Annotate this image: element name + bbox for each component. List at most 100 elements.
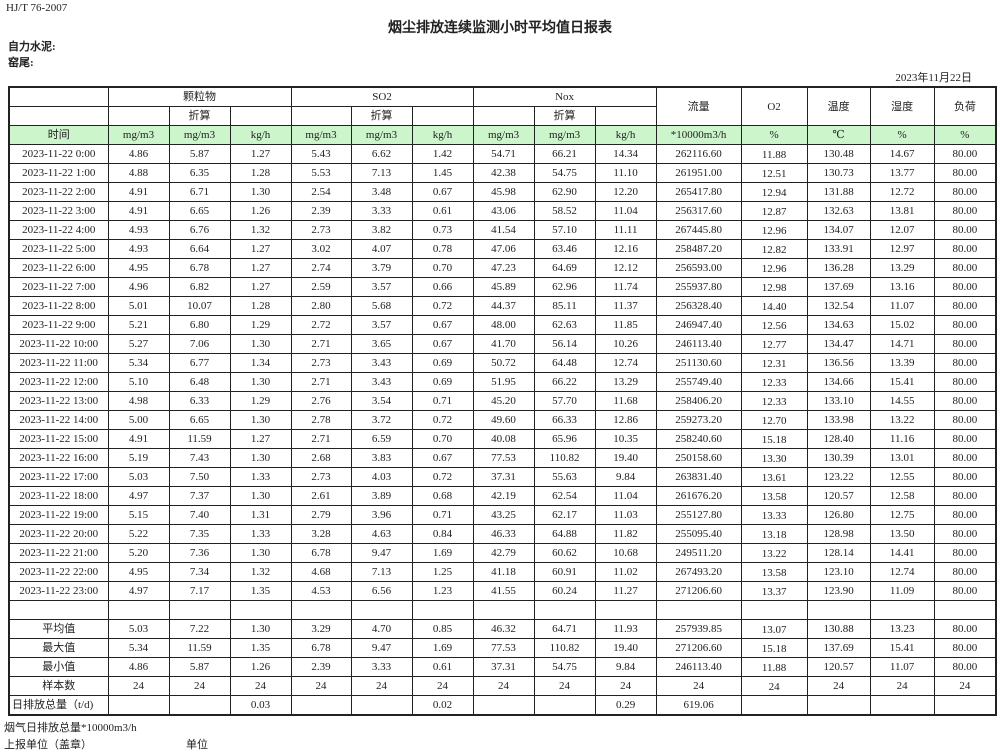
value-cell: 60.91 bbox=[533, 562, 596, 582]
value-cell: 80.00 bbox=[933, 201, 997, 221]
unit-cell: mg/m3 bbox=[472, 125, 535, 145]
value-cell: 80.00 bbox=[933, 657, 997, 677]
table-row: 2023-11-22 17:00 5.03 7.50 1.33 2.73 4.03 0.72… bbox=[8, 467, 997, 487]
header-blank bbox=[8, 106, 109, 126]
value-cell: 1.26 bbox=[229, 657, 292, 677]
value-cell: 3.82 bbox=[350, 220, 413, 240]
value-cell: 1.27 bbox=[229, 239, 292, 259]
summary-label: 最小值 bbox=[8, 657, 109, 677]
value-cell: 2.71 bbox=[290, 372, 352, 392]
value-cell bbox=[806, 695, 871, 716]
value-cell: 255937.80 bbox=[655, 277, 742, 297]
value-cell: 4.97 bbox=[107, 486, 170, 506]
value-cell: 619.06 bbox=[655, 695, 742, 716]
value-cell: 10.68 bbox=[594, 543, 657, 563]
value-cell: 56.14 bbox=[533, 334, 596, 354]
value-cell: 6.78 bbox=[290, 543, 352, 563]
value-cell: 63.46 bbox=[533, 239, 596, 259]
header-humidity: 湿度 bbox=[869, 86, 935, 126]
value-cell: 12.74 bbox=[869, 562, 935, 582]
report-table: 颗粒物 SO2 Nox 流量 O2 温度 湿度 负荷 折算 折算 折算 时间 m… bbox=[8, 86, 998, 716]
header-row-units: 时间 mg/m3 mg/m3 kg/h mg/m3 mg/m3 kg/h mg/m3 mg/m… bbox=[8, 125, 997, 145]
empty-cell bbox=[869, 600, 935, 620]
value-cell: 4.88 bbox=[107, 163, 170, 183]
time-cell: 2023-11-22 18:00 bbox=[8, 486, 109, 506]
empty-cell bbox=[472, 600, 535, 620]
value-cell: 24 bbox=[869, 676, 935, 696]
value-cell: 5.10 bbox=[107, 372, 170, 392]
value-cell: 80.00 bbox=[933, 429, 997, 449]
value-cell bbox=[740, 695, 808, 716]
value-cell: 263831.40 bbox=[655, 467, 742, 487]
unit-cell: kg/h bbox=[594, 125, 657, 145]
value-cell: 13.16 bbox=[869, 277, 935, 297]
value-cell: 6.82 bbox=[168, 277, 231, 297]
value-cell: 41.70 bbox=[472, 334, 535, 354]
value-cell: 7.06 bbox=[168, 334, 231, 354]
value-cell: 80.00 bbox=[933, 524, 997, 544]
value-cell: 4.95 bbox=[107, 562, 170, 582]
value-cell: 1.30 bbox=[229, 372, 292, 392]
value-cell: 267445.80 bbox=[655, 220, 742, 240]
value-cell: 4.03 bbox=[350, 467, 413, 487]
value-cell: 15.18 bbox=[740, 638, 808, 658]
value-cell: 12.74 bbox=[594, 353, 657, 373]
value-cell: 12.98 bbox=[740, 277, 808, 297]
value-cell: 5.53 bbox=[290, 163, 352, 183]
value-cell: 15.18 bbox=[740, 429, 808, 449]
time-cell: 2023-11-22 15:00 bbox=[8, 429, 109, 449]
value-cell: 128.40 bbox=[806, 429, 871, 449]
value-cell: 13.07 bbox=[740, 619, 808, 639]
empty-cell bbox=[533, 600, 596, 620]
value-cell: 12.07 bbox=[869, 220, 935, 240]
value-cell: 3.54 bbox=[350, 391, 413, 411]
value-cell: 3.48 bbox=[350, 182, 413, 202]
value-cell: 2.73 bbox=[290, 220, 352, 240]
value-cell: 3.79 bbox=[350, 258, 413, 278]
value-cell: 10.07 bbox=[168, 296, 231, 316]
table-row: 2023-11-22 13:00 4.98 6.33 1.29 2.76 3.54 0.71… bbox=[8, 391, 997, 411]
value-cell: 4.68 bbox=[290, 562, 352, 582]
value-cell: 65.96 bbox=[533, 429, 596, 449]
value-cell: 64.69 bbox=[533, 258, 596, 278]
value-cell: 60.24 bbox=[533, 581, 596, 601]
value-cell: 12.33 bbox=[740, 391, 808, 411]
unit-cell: kg/h bbox=[229, 125, 292, 145]
value-cell: 24 bbox=[533, 676, 596, 696]
summary-row: 最大值 5.34 11.59 1.35 6.78 9.47 1.69 77.53 110.82 1… bbox=[8, 638, 997, 658]
value-cell: 0.68 bbox=[411, 486, 474, 506]
value-cell: 128.14 bbox=[806, 543, 871, 563]
empty-cell bbox=[411, 600, 474, 620]
value-cell: 13.22 bbox=[740, 543, 808, 563]
header-so2-converted: 折算 bbox=[350, 106, 413, 126]
value-cell: 7.36 bbox=[168, 543, 231, 563]
value-cell: 45.98 bbox=[472, 182, 535, 202]
report-date: 2023年11月22日 bbox=[895, 72, 972, 84]
value-cell: 4.63 bbox=[350, 524, 413, 544]
unit-cell: mg/m3 bbox=[533, 125, 596, 145]
value-cell: 5.87 bbox=[168, 144, 231, 164]
value-cell: 2.73 bbox=[290, 467, 352, 487]
value-cell: 3.43 bbox=[350, 353, 413, 373]
value-cell: 6.78 bbox=[168, 258, 231, 278]
value-cell: 6.59 bbox=[350, 429, 413, 449]
value-cell: 14.41 bbox=[869, 543, 935, 563]
value-cell: 0.03 bbox=[229, 695, 292, 716]
value-cell: 3.43 bbox=[350, 372, 413, 392]
value-cell: 246113.40 bbox=[655, 657, 742, 677]
value-cell: 11.82 bbox=[594, 524, 657, 544]
value-cell: 258406.20 bbox=[655, 391, 742, 411]
value-cell: 80.00 bbox=[933, 277, 997, 297]
summary-label: 样本数 bbox=[8, 676, 109, 696]
value-cell: 62.54 bbox=[533, 486, 596, 506]
value-cell: 80.00 bbox=[933, 353, 997, 373]
value-cell: 134.07 bbox=[806, 220, 871, 240]
value-cell: 5.01 bbox=[107, 296, 170, 316]
header-blank bbox=[8, 86, 109, 107]
value-cell: 12.58 bbox=[869, 486, 935, 506]
unit-cell: ℃ bbox=[806, 125, 871, 145]
empty-cell bbox=[933, 600, 997, 620]
value-cell: 2.72 bbox=[290, 315, 352, 335]
value-cell: 133.91 bbox=[806, 239, 871, 259]
value-cell: 267493.20 bbox=[655, 562, 742, 582]
